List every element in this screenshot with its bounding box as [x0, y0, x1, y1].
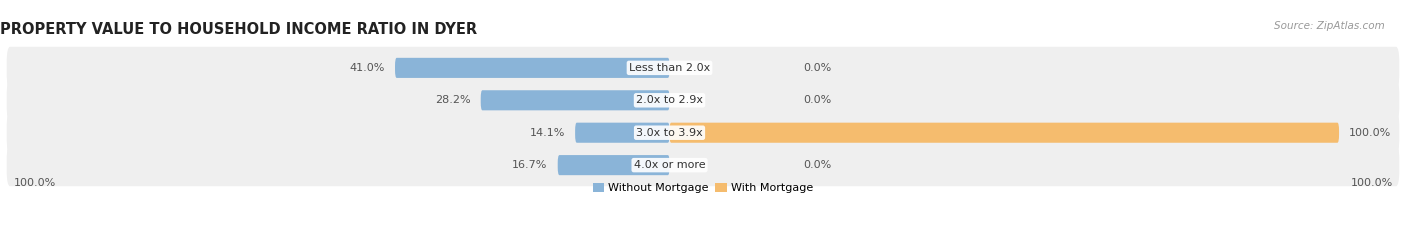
FancyBboxPatch shape [558, 155, 669, 175]
Text: 16.7%: 16.7% [512, 160, 548, 170]
FancyBboxPatch shape [7, 79, 1399, 121]
Text: 14.1%: 14.1% [530, 128, 565, 138]
Text: 0.0%: 0.0% [803, 95, 832, 105]
Text: 41.0%: 41.0% [350, 63, 385, 73]
Text: 100.0%: 100.0% [1350, 128, 1392, 138]
Text: 28.2%: 28.2% [434, 95, 471, 105]
Legend: Without Mortgage, With Mortgage: Without Mortgage, With Mortgage [588, 178, 818, 197]
Text: 0.0%: 0.0% [803, 63, 832, 73]
FancyBboxPatch shape [669, 123, 1339, 143]
FancyBboxPatch shape [7, 144, 1399, 186]
Text: Less than 2.0x: Less than 2.0x [628, 63, 710, 73]
Text: Source: ZipAtlas.com: Source: ZipAtlas.com [1274, 21, 1385, 31]
Text: PROPERTY VALUE TO HOUSEHOLD INCOME RATIO IN DYER: PROPERTY VALUE TO HOUSEHOLD INCOME RATIO… [0, 22, 477, 37]
FancyBboxPatch shape [481, 90, 669, 110]
FancyBboxPatch shape [7, 112, 1399, 154]
FancyBboxPatch shape [7, 47, 1399, 89]
FancyBboxPatch shape [395, 58, 669, 78]
Text: 2.0x to 2.9x: 2.0x to 2.9x [636, 95, 703, 105]
Text: 4.0x or more: 4.0x or more [634, 160, 706, 170]
Text: 3.0x to 3.9x: 3.0x to 3.9x [636, 128, 703, 138]
Text: 0.0%: 0.0% [803, 160, 832, 170]
Text: 100.0%: 100.0% [1350, 178, 1392, 188]
FancyBboxPatch shape [575, 123, 669, 143]
Text: 100.0%: 100.0% [14, 178, 56, 188]
